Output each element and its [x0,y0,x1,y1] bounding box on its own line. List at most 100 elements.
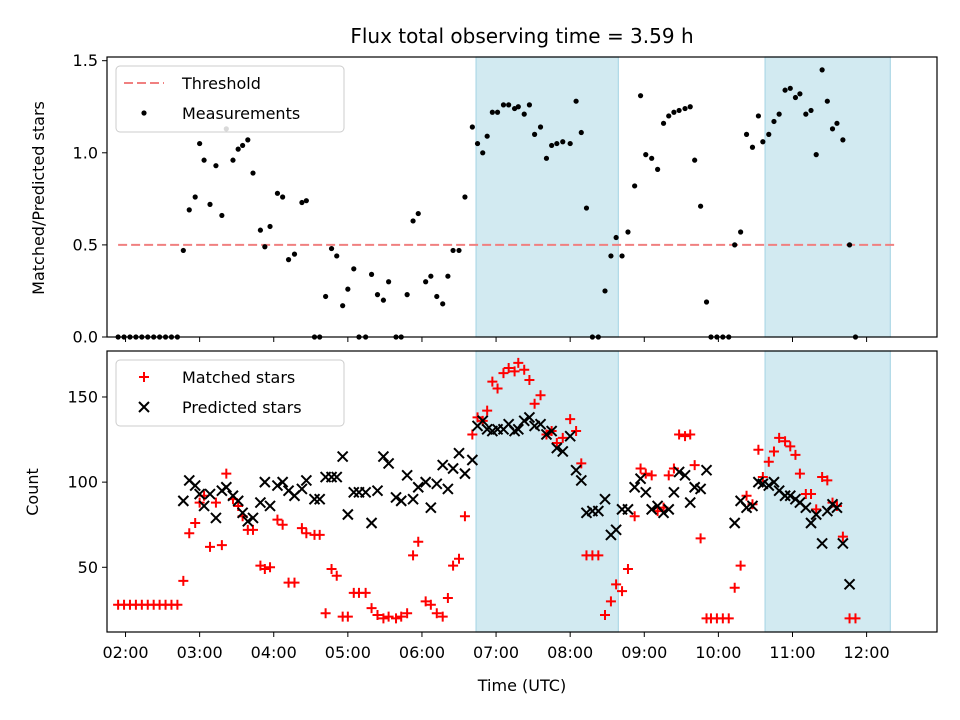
predicted-point [628,481,641,493]
predicted-point [700,464,713,476]
matched-point [437,611,448,622]
measurement-point [771,118,777,125]
measurement-point [671,109,677,115]
matched-point [780,436,791,447]
x-tick-label: 10:00 [695,643,741,662]
measurement-point [578,129,584,136]
measurement-point [792,94,799,101]
measurement-point [462,194,468,200]
matched-point [790,449,801,460]
matched-point [277,519,288,530]
legend-matched-swatch [139,372,149,382]
measurement-point [787,85,793,91]
legend-entry: Predicted stars [138,398,302,417]
predicted-point [599,493,611,505]
measurement-point [692,157,698,163]
measurement-point [521,111,527,117]
predicted-point [342,508,354,521]
measurement-point [687,104,693,110]
predicted-point [204,488,216,500]
measurement-point [257,227,264,233]
measurement-point [583,205,590,211]
predicted-point [242,515,254,528]
predicted-point [453,447,465,459]
matched-point [768,446,779,457]
matched-point [593,550,604,561]
predicted-point [679,469,691,482]
matched-point [431,608,442,619]
predicted-point [365,517,378,529]
measurement-point [573,98,579,104]
measurement-point [732,242,738,248]
top-legend: Threshold Measurements [115,65,345,133]
measurement-point [267,223,273,230]
measurement-point [808,107,814,114]
matched-point [289,577,300,588]
legend-box [115,359,345,427]
matched-point [674,429,685,440]
measurement-point [303,198,309,204]
measurement-point [291,251,298,257]
matched-point [817,472,828,483]
predicted-point [371,484,384,497]
matched-point [640,468,651,479]
matched-point [509,366,520,377]
measurement-point [682,105,688,112]
matched-point [487,376,498,387]
legend-predicted-swatch [138,401,150,413]
matched-point [622,563,633,574]
matched-point [296,523,307,534]
legend-entry: Threshold [124,74,261,93]
predicted-point [412,481,424,493]
top-y-ticks: 0.0 0.5 1.0 1.5 [73,51,107,347]
y-tick-label: 50 [78,558,98,577]
matched-point [551,437,562,448]
matched-point [391,613,402,624]
predicted-point [610,524,622,536]
measurement-point [506,102,512,108]
matched-point [413,536,424,547]
predicted-point [523,411,536,424]
x-axis-label: Time (UTC) [477,676,566,695]
measurement-point [340,303,346,309]
predicted-point [193,488,206,500]
matched-point [689,460,700,471]
measurement-point [549,142,555,149]
predicted-point [247,512,259,524]
predicted-point [784,490,796,502]
measurement-point [201,157,207,163]
predicted-point [296,483,308,495]
matched-point [360,587,371,598]
matched-point [425,599,436,610]
predicted-point [466,454,479,466]
measurement-point [560,139,566,145]
top-y-axis-label: Matched/Predicted stars [29,101,48,295]
predicted-point [728,517,741,529]
bottom-x-ticks: 02:00 03:00 04:00 05:00 06:00 07:00 08:00 09:00… [102,632,890,662]
measurement-point [743,131,750,137]
predicted-point [377,450,390,463]
measurement-point [428,273,434,279]
predicted-point [663,503,675,516]
measurement-point [840,137,846,143]
matched-point [519,364,530,375]
legend-entry: Matched stars [139,368,295,387]
matched-point [663,470,674,481]
matched-point [503,363,514,374]
matched-point [314,529,325,540]
predicted-point [837,537,849,550]
legend-label: Measurements [182,104,300,123]
measurement-point [632,183,638,189]
measurement-point [474,140,481,147]
measurement-point [602,288,608,294]
matched-point [184,528,195,539]
predicted-point [459,467,471,480]
matched-point [472,412,483,423]
measurement-point [766,131,772,137]
matched-point [172,599,183,610]
measurement-point [368,271,375,277]
measurement-point [285,257,292,263]
matched-point [378,613,389,624]
predicted-point [220,481,233,493]
